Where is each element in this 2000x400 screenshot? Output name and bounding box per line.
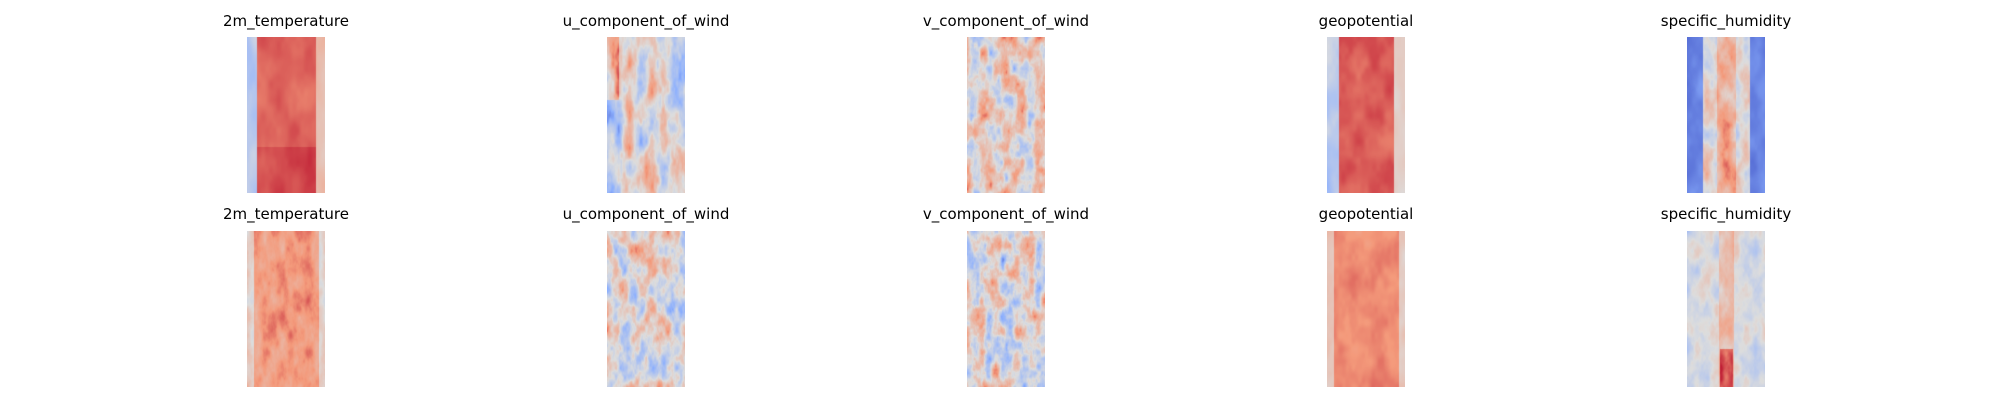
heatmap-2m-temperature-top <box>247 37 325 193</box>
heatmap-geopotential-top <box>1327 37 1405 193</box>
panel-title: specific_humidity <box>1660 12 1792 30</box>
heatmap-u-wind-top <box>607 37 685 193</box>
panel-title: u_component_of_wind <box>562 12 730 30</box>
panel-title: specific_humidity <box>1660 205 1792 223</box>
panel-title: u_component_of_wind <box>562 205 730 223</box>
heatmap-u-wind-bottom <box>607 231 685 387</box>
panel-title: v_component_of_wind <box>922 205 1090 223</box>
heatmap-specific-humidity-top <box>1687 37 1765 193</box>
panel-title: geopotential <box>1318 12 1414 30</box>
heatmap-2m-temperature-bottom <box>247 231 325 387</box>
heatmap-specific-humidity-bottom <box>1687 231 1765 387</box>
panel-title: 2m_temperature <box>223 12 349 30</box>
heatmap-geopotential-bottom <box>1327 231 1405 387</box>
panel-title: v_component_of_wind <box>922 12 1090 30</box>
panel-title: geopotential <box>1318 205 1414 223</box>
heatmap-v-wind-bottom <box>967 231 1045 387</box>
panel-title: 2m_temperature <box>223 205 349 223</box>
heatmap-v-wind-top <box>967 37 1045 193</box>
